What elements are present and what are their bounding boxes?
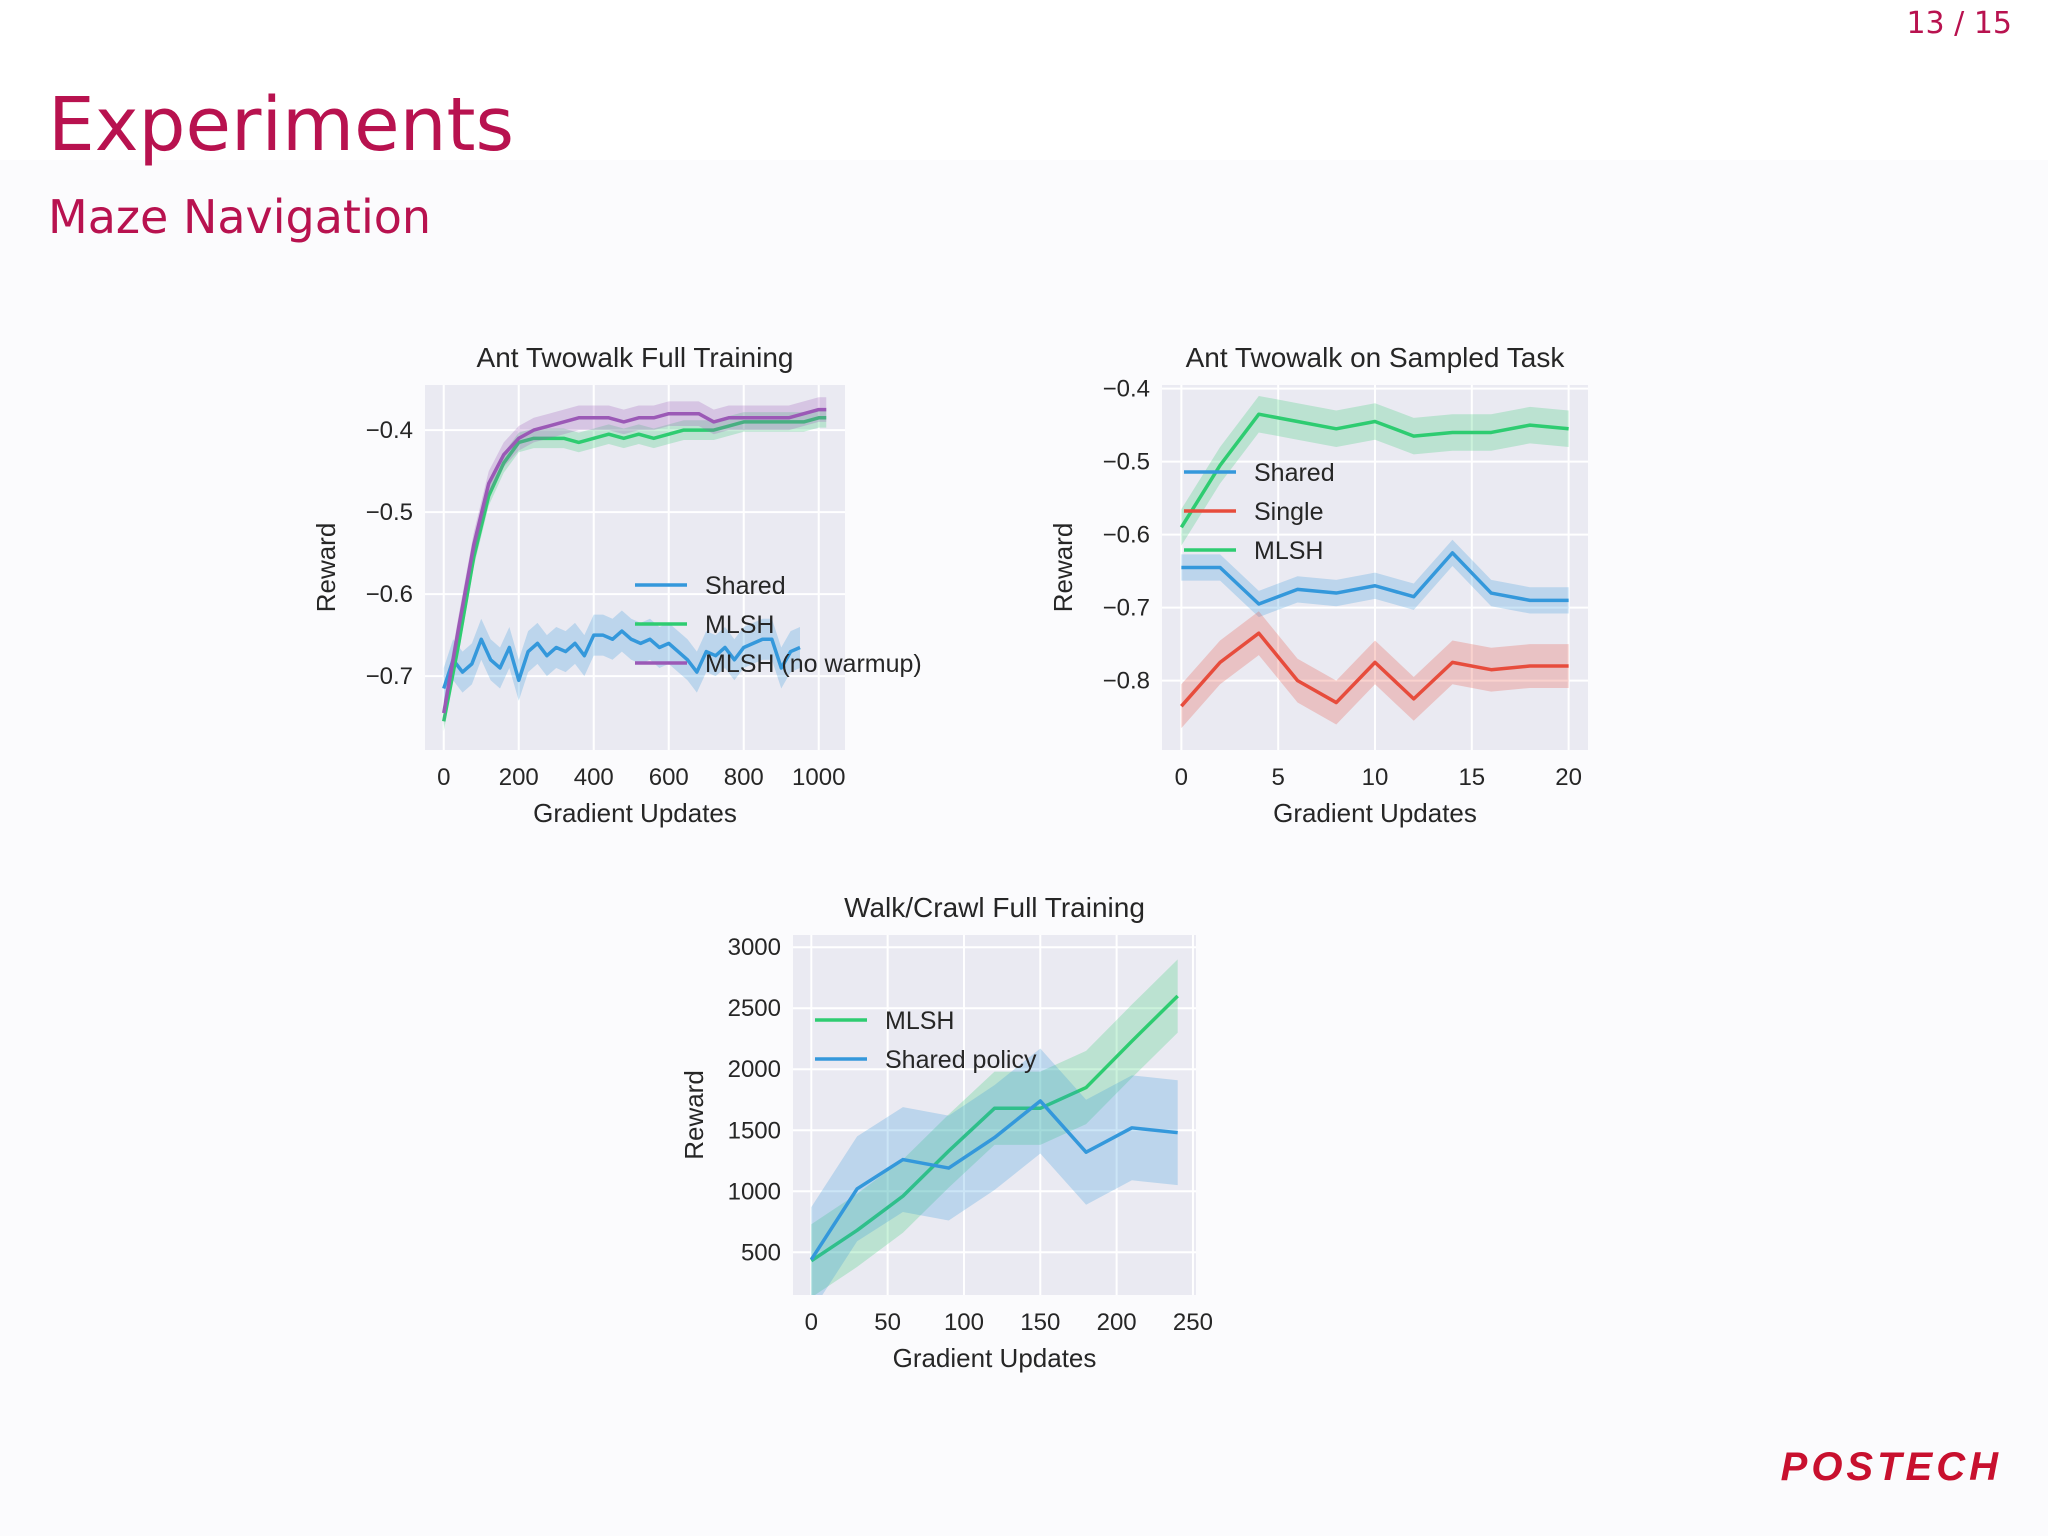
y-tick-label: −0.4 [366,417,413,444]
postech-logo: POSTECH [1780,1445,2002,1489]
page-subtitle: Maze Navigation [48,190,432,244]
x-tick-label: 150 [1020,1309,1060,1336]
x-tick-label: 200 [499,764,539,791]
legend-label-mlsh-no-warmup: MLSH (no warmup) [705,650,922,678]
y-tick-label: 2000 [728,1056,781,1083]
chart-title: Ant Twowalk Full Training [477,342,794,373]
legend-label-shared-policy: Shared policy [885,1046,1037,1074]
confidence-band-mlsh [811,959,1178,1295]
confidence-band-single [1181,611,1569,729]
legend-label-single: Single [1254,498,1324,526]
y-axis-label: Reward [311,523,341,613]
plot-area [425,385,845,750]
y-tick-label: 1500 [728,1117,781,1144]
y-tick-label: 1000 [728,1178,781,1205]
x-tick-label: 0 [805,1309,818,1336]
y-tick-label: −0.5 [1103,449,1150,476]
y-tick-label: 2500 [728,995,781,1022]
page-title: Experiments [48,82,515,168]
x-tick-label: 5 [1272,764,1285,791]
legend-label-mlsh: MLSH [885,1007,954,1035]
x-tick-label: 250 [1173,1309,1213,1336]
y-tick-label: −0.7 [366,663,413,690]
x-tick-label: 400 [574,764,614,791]
chart-title: Ant Twowalk on Sampled Task [1186,342,1566,373]
chart-title: Walk/Crawl Full Training [844,892,1145,923]
series-line-mlsh [442,416,827,722]
x-axis-label: Gradient Updates [1273,798,1477,828]
legend-label-mlsh: MLSH [1254,537,1323,565]
legend-label-mlsh: MLSH [705,611,774,639]
series-line-mlsh [810,994,1179,1263]
plot-area [793,935,1196,1295]
y-tick-label: −0.5 [366,499,413,526]
x-tick-label: 200 [1097,1309,1137,1336]
series-line-shared-policy [809,1099,1178,1261]
chart-ant-twowalk-full-training: Ant Twowalk Full Training 0 200 400 600 800 10… [311,342,922,828]
x-tick-label: 0 [437,764,450,791]
x-axis-label: Gradient Updates [533,798,737,828]
y-tick-label: −0.6 [366,581,413,608]
series-line-shared [442,629,801,690]
x-tick-label: 1000 [792,764,845,791]
legend-label-shared: Shared [705,572,786,600]
series-line-mlsh [1179,412,1569,529]
y-tick-label: −0.8 [1103,668,1150,695]
slide-background [0,160,2048,1536]
y-tick-label: −0.6 [1103,522,1150,549]
y-axis-label: Reward [679,1070,709,1160]
x-tick-label: 50 [874,1309,901,1336]
series-line-single [1180,631,1569,708]
x-tick-label: 10 [1362,764,1389,791]
series-line-shared [1181,551,1569,606]
plot-series-group [1179,395,1569,729]
plot-series-group [442,397,827,732]
chart-ant-twowalk-sampled-task: Ant Twowalk on Sampled Task 0 5 10 15 20 −0.4 −… [1048,342,1588,828]
x-tick-label: 100 [944,1309,984,1336]
y-tick-label: 3000 [728,934,781,961]
confidence-band-shared-policy [811,1048,1178,1295]
x-tick-label: 20 [1555,764,1582,791]
x-tick-label: 0 [1175,764,1188,791]
x-tick-label: 800 [724,764,764,791]
y-tick-label: 500 [741,1239,781,1266]
x-axis-label: Gradient Updates [893,1343,1097,1373]
y-axis-label: Reward [1048,523,1078,613]
y-tick-label: −0.7 [1103,595,1150,622]
legend-label-shared: Shared [1254,459,1335,487]
x-tick-label: 15 [1458,764,1485,791]
y-tick-label: −0.4 [1103,376,1150,403]
confidence-band-shared [443,610,800,709]
page-number: 13 / 15 [1906,6,2012,41]
chart-walk-crawl-full-training: Walk/Crawl Full Training 0 50 100 150 200 250 5… [679,892,1213,1373]
series-line-mlsh-no-warmup [442,407,827,714]
plot-series-group [809,959,1179,1295]
x-tick-label: 600 [649,764,689,791]
